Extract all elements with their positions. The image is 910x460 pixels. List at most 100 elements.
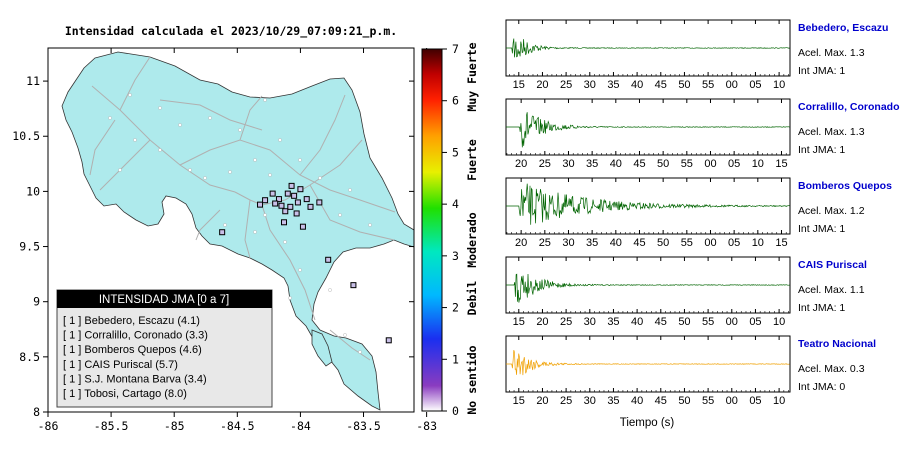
- town-dot: [288, 296, 292, 300]
- town-dot: [178, 123, 182, 127]
- waveform-tick-label: 40: [610, 237, 622, 249]
- road: [179, 139, 396, 213]
- waveform-station-name: Bomberos Quepos: [798, 180, 892, 192]
- town-dot: [228, 170, 232, 174]
- map-y-tick-label: 11: [26, 74, 40, 88]
- map-x-tick-label: -85.5: [94, 419, 129, 433]
- map-y-tick-label: 10: [26, 184, 40, 198]
- town-dot: [263, 213, 267, 217]
- colorbar-level-label: Fuerte: [465, 139, 479, 181]
- waveform-tick-label: 05: [749, 79, 761, 91]
- legend-box: [56, 289, 273, 408]
- town-dot: [223, 223, 227, 227]
- map-y-axis: 11 10.5 10 9.5 9 8.5 8: [12, 74, 414, 419]
- town-dot: [328, 288, 332, 292]
- colorbar-level-label: Moderado: [465, 212, 479, 267]
- waveform-tick-label: 05: [728, 237, 740, 249]
- road: [195, 209, 221, 241]
- map-x-tick-label: -83: [416, 419, 437, 433]
- waveform-int-jma: Int JMA: 1: [798, 302, 845, 314]
- colorbar-level-label: Muy Fuerte: [465, 42, 479, 111]
- station-marker: [316, 199, 323, 206]
- town-dot: [188, 168, 192, 172]
- colorbar-tick-label: 1: [452, 352, 459, 366]
- waveform-panel: 15 20 25 30 35 40 45 50 55 00 05 10 CAIS Puriscal Ace…: [505, 256, 867, 328]
- legend-item: [ 1 ] Tobosi, Cartago (8.0): [63, 388, 187, 400]
- waveform-tick-label: 25: [560, 79, 572, 91]
- station-marker: [278, 202, 285, 209]
- map-legend: INTENSIDAD JMA [0 a 7] [ 1 ] Bebedero, E…: [56, 289, 273, 408]
- colorbar-level-label: No sentido: [465, 345, 479, 414]
- map-y-tick-label: 9.5: [19, 240, 40, 254]
- station-marker: [281, 219, 288, 226]
- waveform-tick-label: 50: [678, 316, 690, 328]
- legend-item: [ 1 ] CAIS Puriscal (5.7): [63, 359, 178, 371]
- town-dot: [118, 168, 122, 172]
- waveform-tick-label: 55: [702, 79, 714, 91]
- station-marker: [325, 256, 332, 263]
- town-dot: [338, 213, 342, 217]
- station-marker: [262, 197, 269, 204]
- station-marker: [288, 182, 295, 189]
- waveform-tick-label: 40: [631, 79, 643, 91]
- waveform-tick-label: 30: [562, 237, 574, 249]
- waveform-tick-label: 35: [607, 79, 619, 91]
- waveform-tick-label: 00: [726, 395, 738, 407]
- legend-item: [ 1 ] S.J. Montana Barva (3.4): [63, 373, 207, 385]
- waveform-tick-label: 00: [704, 237, 716, 249]
- road: [244, 199, 251, 259]
- town-dot: [358, 350, 362, 354]
- station-marker: [282, 208, 289, 215]
- waveform-int-jma: Int JMA: 1: [798, 65, 845, 77]
- station-markers: [219, 182, 392, 344]
- waveform-station-name: Corralillo, Coronado: [798, 101, 900, 113]
- map-x-tick-label: -86: [38, 419, 59, 433]
- waveform-tick-label: 40: [610, 158, 622, 170]
- osa-peninsula: [311, 329, 333, 367]
- waveform-panel: 20 25 30 35 40 45 50 55 00 05 10 15 Corralillo, Coro…: [505, 98, 900, 170]
- waveform-tick-label: 45: [633, 158, 645, 170]
- legend-items: [ 1 ] Bebedero, Escazu (4.1) [ 1 ] Corral…: [63, 315, 208, 400]
- road: [299, 94, 346, 176]
- waveform-tick-label: 55: [681, 158, 693, 170]
- waveform-tick-label: 25: [560, 316, 572, 328]
- colorbar: 0 1 2 3 4 5 6 7 No sentido Debil Moderado Fuerte Mu…: [421, 42, 479, 418]
- waveform-tick-label: 40: [631, 316, 643, 328]
- waveform-tick-label: 10: [773, 79, 785, 91]
- legend-item: [ 1 ] Corralillo, Coronado (3.3): [63, 330, 208, 342]
- station-marker: [385, 337, 392, 344]
- waveform-tick-label: 35: [607, 316, 619, 328]
- waveform-tick-label: 00: [726, 79, 738, 91]
- waveform-tick-label: 25: [539, 237, 551, 249]
- town-dot: [278, 138, 282, 142]
- station-marker: [219, 229, 226, 236]
- waveform-tick-label: 25: [539, 158, 551, 170]
- waveform-panel: 15 20 25 30 35 40 45 50 55 00 05 10 Bebedero, Escazu…: [505, 19, 888, 91]
- colorbar-tick-label: 4: [452, 197, 459, 211]
- waveform-accel-max: Acel. Max. 1.3: [798, 126, 865, 138]
- waveform-tick-label: 35: [586, 158, 598, 170]
- colorbar-tick-label: 3: [452, 249, 459, 263]
- road: [91, 85, 236, 193]
- town-dot: [268, 173, 272, 177]
- waveform-tick-label: 05: [749, 395, 761, 407]
- waveform-tick-label: 15: [513, 395, 525, 407]
- waveform-tick-label: 05: [728, 158, 740, 170]
- town-dot: [298, 158, 302, 162]
- map-x-axis: -86 -85.5 -85 -84.5 -84 -83.5 -83: [38, 48, 437, 433]
- station-marker: [275, 196, 282, 203]
- town-dot: [238, 128, 242, 132]
- town-dot: [253, 158, 257, 162]
- road: [89, 119, 116, 176]
- town-dot: [133, 138, 137, 142]
- waveform-station-name: CAIS Puriscal: [798, 259, 867, 271]
- colorbar-tick-label: 2: [452, 301, 459, 315]
- waveform-tick-label: 55: [702, 316, 714, 328]
- waveform-tick-label: 45: [655, 79, 667, 91]
- station-marker: [297, 186, 304, 193]
- town-dot: [208, 116, 212, 120]
- waveform-tick-label: 10: [752, 158, 764, 170]
- legend-header: [57, 290, 272, 308]
- map-x-tick-label: -85: [164, 419, 185, 433]
- waveform-accel-max: Acel. Max. 1.3: [798, 47, 865, 59]
